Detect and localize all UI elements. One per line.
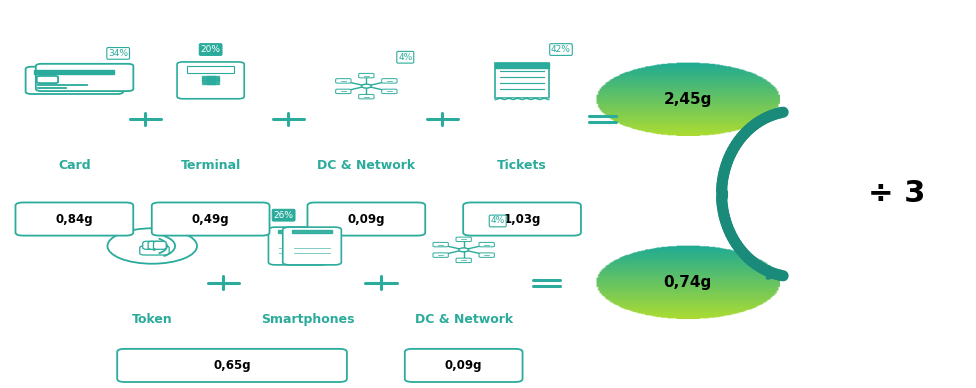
Text: DC & Network: DC & Network — [317, 159, 416, 171]
FancyBboxPatch shape — [148, 241, 161, 249]
Bar — [211, 83, 220, 85]
Circle shape — [459, 248, 468, 252]
FancyBboxPatch shape — [140, 246, 169, 255]
Bar — [211, 76, 220, 78]
FancyBboxPatch shape — [479, 242, 495, 247]
Bar — [202, 78, 210, 80]
Text: 2,45g: 2,45g — [664, 92, 712, 107]
Text: Card: Card — [58, 159, 91, 171]
Text: 0,84g: 0,84g — [56, 213, 93, 225]
Bar — [207, 76, 215, 78]
FancyBboxPatch shape — [268, 227, 327, 265]
FancyBboxPatch shape — [283, 227, 342, 265]
Text: ÷ 3: ÷ 3 — [868, 180, 925, 208]
Text: DC & Network: DC & Network — [415, 313, 512, 326]
Bar — [202, 83, 210, 85]
FancyBboxPatch shape — [37, 76, 59, 83]
FancyBboxPatch shape — [117, 349, 346, 382]
FancyBboxPatch shape — [142, 241, 155, 249]
Circle shape — [361, 84, 371, 88]
Bar — [211, 78, 220, 80]
Bar — [202, 80, 210, 82]
Text: 0,65g: 0,65g — [213, 359, 251, 372]
Text: 42%: 42% — [551, 45, 571, 54]
Bar — [293, 230, 332, 234]
FancyBboxPatch shape — [382, 79, 397, 83]
FancyBboxPatch shape — [16, 203, 134, 236]
Text: 4%: 4% — [398, 53, 413, 62]
FancyBboxPatch shape — [358, 73, 374, 78]
Bar — [207, 80, 215, 82]
Bar — [278, 230, 317, 234]
Bar — [187, 66, 234, 73]
Bar — [211, 80, 220, 82]
Bar — [34, 70, 114, 74]
Text: Token: Token — [132, 313, 173, 326]
FancyBboxPatch shape — [433, 253, 448, 257]
Text: 4%: 4% — [491, 217, 505, 225]
Bar — [202, 76, 210, 78]
FancyBboxPatch shape — [358, 94, 374, 99]
FancyBboxPatch shape — [336, 79, 351, 83]
FancyBboxPatch shape — [307, 203, 426, 236]
Text: 26%: 26% — [273, 211, 294, 220]
Text: Tickets: Tickets — [497, 159, 547, 171]
Circle shape — [107, 228, 197, 264]
Bar — [207, 78, 215, 80]
FancyBboxPatch shape — [405, 349, 522, 382]
Text: 0,49g: 0,49g — [192, 213, 229, 225]
Text: 34%: 34% — [108, 49, 128, 58]
FancyBboxPatch shape — [177, 62, 244, 99]
Text: 20%: 20% — [201, 45, 221, 54]
FancyBboxPatch shape — [336, 89, 351, 94]
Bar — [207, 83, 215, 85]
FancyBboxPatch shape — [479, 253, 495, 257]
FancyBboxPatch shape — [456, 258, 471, 263]
Text: 0,09g: 0,09g — [347, 213, 386, 225]
Text: Smartphones: Smartphones — [262, 313, 354, 326]
FancyBboxPatch shape — [464, 203, 581, 236]
FancyBboxPatch shape — [456, 237, 471, 242]
Text: 0,09g: 0,09g — [445, 359, 482, 372]
Bar — [496, 62, 549, 68]
Text: 1,03g: 1,03g — [504, 213, 541, 225]
FancyBboxPatch shape — [151, 203, 269, 236]
FancyBboxPatch shape — [153, 241, 166, 249]
FancyBboxPatch shape — [36, 64, 134, 91]
FancyBboxPatch shape — [496, 62, 549, 98]
FancyBboxPatch shape — [433, 242, 448, 247]
FancyBboxPatch shape — [25, 67, 123, 94]
Text: 0,74g: 0,74g — [664, 275, 712, 290]
FancyBboxPatch shape — [382, 89, 397, 94]
Text: Terminal: Terminal — [181, 159, 241, 171]
